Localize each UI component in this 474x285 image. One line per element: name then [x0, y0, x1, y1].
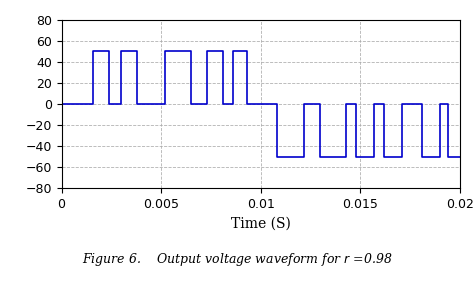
X-axis label: Time (S): Time (S): [231, 216, 291, 230]
Text: Figure 6.    Output voltage waveform for $r$ =0.98: Figure 6. Output voltage waveform for $r…: [82, 251, 392, 268]
